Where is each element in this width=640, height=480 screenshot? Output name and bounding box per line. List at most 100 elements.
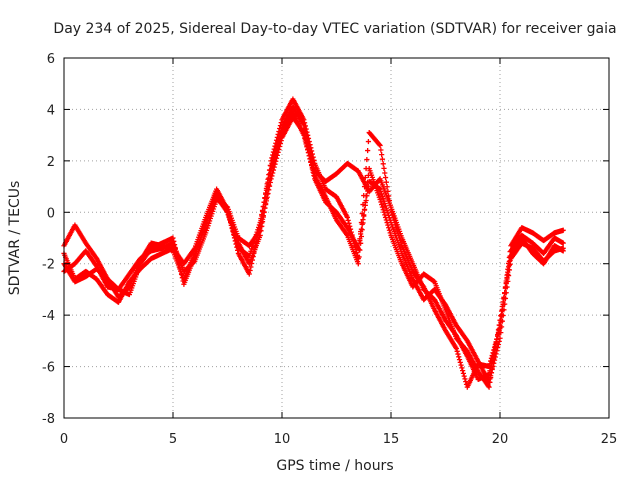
data-point	[493, 341, 499, 347]
data-point	[497, 317, 503, 323]
data-point	[202, 222, 208, 228]
data-point	[487, 379, 493, 385]
data-point	[377, 142, 383, 149]
data-point	[455, 351, 461, 357]
data-point	[380, 207, 386, 213]
plot-frame	[63, 57, 610, 419]
data-point	[379, 152, 385, 158]
data-point	[356, 254, 362, 260]
data-point	[458, 362, 464, 368]
data-point	[491, 355, 497, 362]
data-point	[277, 138, 283, 144]
data-point	[201, 224, 207, 230]
data-point	[505, 271, 511, 277]
data-point	[175, 255, 181, 261]
data-point	[503, 280, 509, 287]
data-point	[383, 179, 389, 185]
data-point	[301, 132, 307, 138]
data-point	[501, 294, 507, 300]
x-tick-label: 5	[169, 432, 177, 447]
data-point	[381, 165, 387, 171]
data-point	[259, 219, 266, 225]
data-point	[278, 120, 284, 126]
data-point	[364, 156, 370, 163]
data-point	[344, 214, 350, 221]
data-point	[276, 140, 282, 147]
data-point	[381, 209, 387, 215]
x-tick-label: 0	[60, 432, 68, 447]
data-point	[398, 240, 404, 246]
data-point	[460, 368, 466, 374]
data-point	[364, 186, 370, 192]
data-point	[266, 182, 272, 188]
data-point	[395, 230, 401, 236]
data-point	[308, 158, 314, 165]
data-point	[258, 228, 264, 234]
data-point	[498, 308, 505, 314]
series-track-4	[61, 109, 566, 390]
data-point	[358, 240, 364, 246]
data-point	[192, 253, 198, 259]
data-point	[383, 205, 389, 211]
data-point	[176, 261, 182, 268]
data-point	[192, 251, 199, 257]
data-point	[307, 156, 313, 162]
data-point	[301, 120, 308, 126]
data-point	[248, 264, 254, 270]
data-point	[263, 196, 270, 202]
data-point	[486, 363, 492, 370]
data-point	[494, 336, 500, 342]
data-point	[302, 138, 308, 144]
data-point	[308, 148, 315, 154]
data-point	[196, 241, 202, 247]
data-point	[498, 313, 504, 319]
data-point	[270, 163, 276, 169]
data-point	[496, 328, 502, 334]
data-point	[349, 232, 355, 238]
data-point	[273, 152, 279, 158]
data-point	[361, 206, 368, 212]
data-point	[385, 210, 391, 216]
data-point	[274, 146, 280, 152]
data-point	[486, 384, 492, 390]
data-point	[461, 373, 467, 379]
data-point	[392, 219, 398, 226]
data-point	[263, 200, 269, 206]
data-point	[387, 202, 393, 208]
y-axis-label: SDTVAR / TECUs	[7, 181, 23, 296]
data-point	[204, 225, 210, 231]
data-point	[278, 132, 284, 138]
y-tick-label: 0	[47, 206, 55, 221]
data-point	[380, 196, 386, 202]
data-point	[249, 246, 255, 252]
data-point	[198, 234, 204, 240]
data-point	[270, 160, 277, 166]
data-point	[310, 167, 316, 174]
data-point	[495, 332, 501, 338]
data-point	[175, 258, 182, 264]
data-point	[306, 153, 312, 159]
data-point	[275, 143, 281, 149]
data-point	[382, 203, 389, 209]
data-point	[348, 229, 354, 235]
data-point	[393, 222, 399, 228]
data-point	[193, 248, 199, 254]
data-point	[379, 201, 385, 208]
data-point	[362, 174, 368, 181]
data-point	[269, 165, 275, 171]
data-point	[304, 129, 310, 135]
data-point	[235, 247, 241, 253]
data-point	[397, 237, 403, 244]
data-point	[170, 235, 176, 241]
data-point	[305, 147, 311, 153]
x-tick-label: 20	[492, 432, 509, 447]
data-point	[307, 142, 313, 148]
data-point	[393, 225, 400, 231]
y-tick-label: -2	[42, 258, 55, 273]
x-tick-label: 10	[274, 432, 291, 447]
data-point	[346, 220, 352, 226]
data-point	[305, 150, 312, 156]
data-point	[267, 173, 273, 179]
data-point	[357, 247, 363, 253]
data-point	[171, 238, 177, 244]
